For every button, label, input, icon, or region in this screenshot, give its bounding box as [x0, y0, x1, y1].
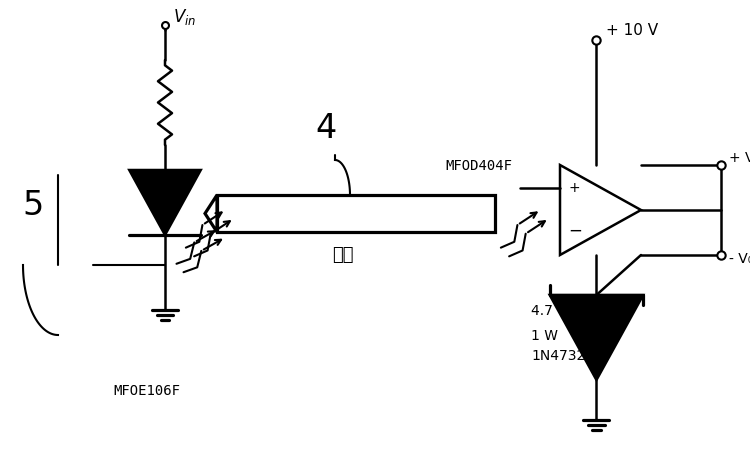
- Bar: [217, 195, 495, 232]
- Polygon shape: [129, 170, 201, 235]
- Text: 4.7 V: 4.7 V: [532, 304, 567, 318]
- Polygon shape: [550, 295, 644, 380]
- Text: −: −: [568, 222, 582, 239]
- Text: + 10 V: + 10 V: [607, 23, 658, 38]
- Text: 4: 4: [315, 112, 336, 145]
- Text: 5: 5: [22, 189, 44, 222]
- Text: +: +: [568, 182, 580, 196]
- Text: MFOE106F: MFOE106F: [113, 384, 180, 398]
- Text: 1 W: 1 W: [532, 329, 559, 343]
- Text: + V₀: + V₀: [729, 151, 750, 165]
- Text: - V₀: - V₀: [729, 252, 750, 266]
- Text: 1N4732: 1N4732: [532, 349, 586, 363]
- Text: MFOD404F: MFOD404F: [445, 159, 512, 173]
- Polygon shape: [205, 195, 217, 232]
- Text: 光纤: 光纤: [332, 246, 353, 264]
- Polygon shape: [560, 165, 641, 255]
- Text: $V_{in}$: $V_{in}$: [173, 7, 196, 27]
